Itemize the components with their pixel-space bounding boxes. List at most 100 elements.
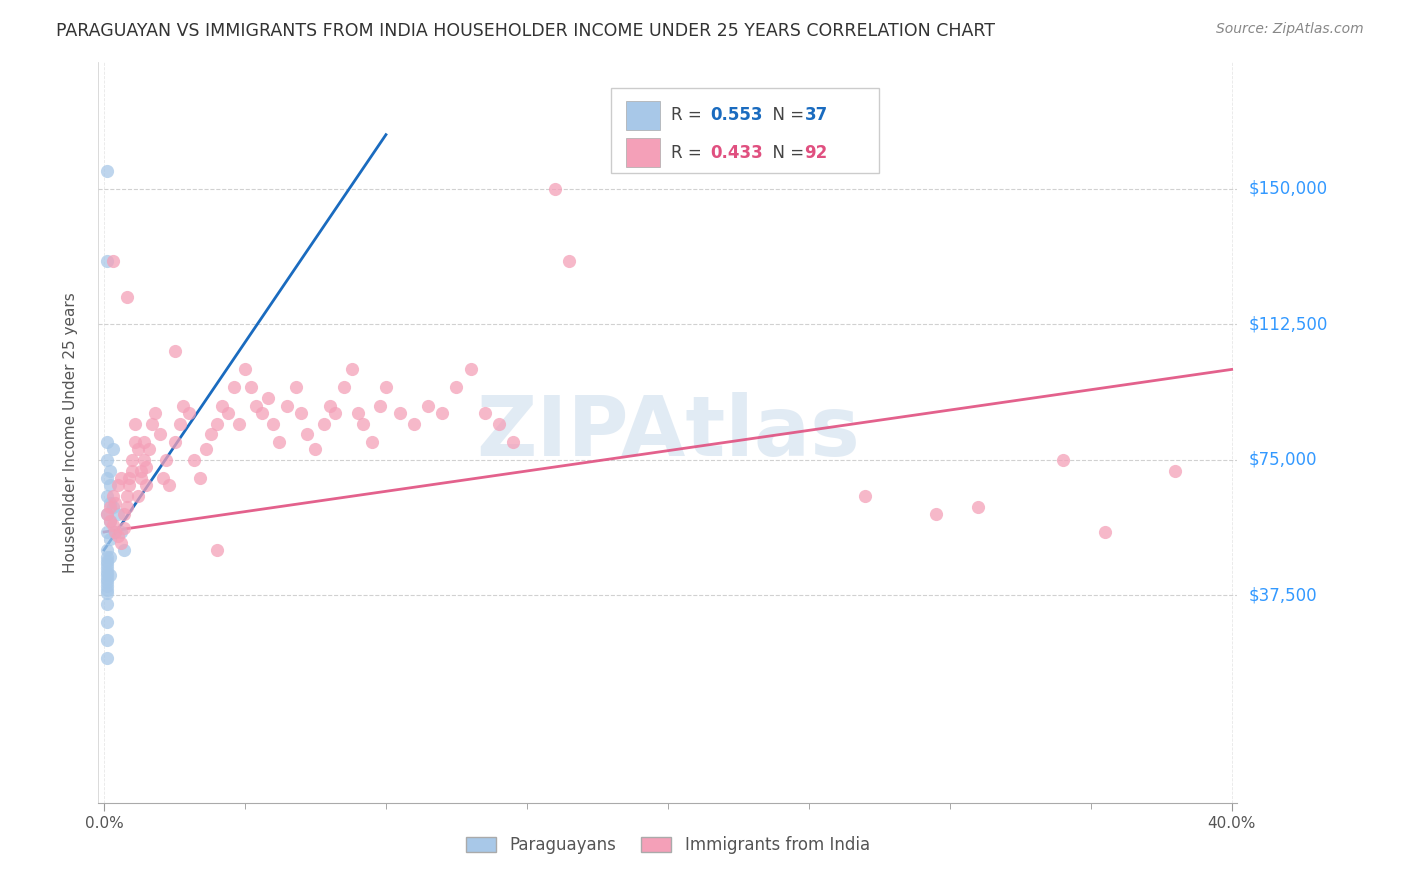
Point bbox=[163, 344, 186, 359]
Point bbox=[96, 568, 118, 582]
Point bbox=[112, 543, 135, 558]
Text: $75,000: $75,000 bbox=[1249, 450, 1317, 468]
Point bbox=[1164, 464, 1187, 478]
Point bbox=[107, 507, 129, 521]
Point bbox=[200, 427, 222, 442]
Point bbox=[138, 442, 160, 456]
Point bbox=[115, 500, 138, 514]
Point bbox=[96, 434, 118, 449]
Point bbox=[389, 406, 412, 420]
Point bbox=[340, 362, 363, 376]
Point bbox=[194, 442, 217, 456]
Text: 92: 92 bbox=[804, 144, 828, 161]
Point bbox=[96, 550, 118, 565]
Point bbox=[104, 524, 127, 539]
Point bbox=[96, 633, 118, 648]
Point bbox=[284, 380, 307, 394]
Point bbox=[169, 417, 191, 431]
Point bbox=[98, 514, 121, 528]
Point bbox=[124, 417, 146, 431]
Point bbox=[96, 579, 118, 593]
Text: 37: 37 bbox=[804, 106, 828, 124]
Point bbox=[107, 528, 129, 542]
Point bbox=[295, 427, 318, 442]
Point bbox=[432, 406, 454, 420]
Point bbox=[488, 417, 510, 431]
Point bbox=[104, 496, 127, 510]
Point bbox=[967, 500, 990, 514]
Point bbox=[256, 392, 278, 406]
Text: N =: N = bbox=[762, 106, 810, 124]
Text: PARAGUAYAN VS IMMIGRANTS FROM INDIA HOUSEHOLDER INCOME UNDER 25 YEARS CORRELATIO: PARAGUAYAN VS IMMIGRANTS FROM INDIA HOUS… bbox=[56, 22, 995, 40]
Point bbox=[101, 442, 124, 456]
Point bbox=[141, 417, 163, 431]
Point bbox=[98, 464, 121, 478]
Point bbox=[155, 452, 177, 467]
Point bbox=[98, 500, 121, 514]
Point bbox=[96, 561, 118, 575]
Point bbox=[163, 434, 186, 449]
Point bbox=[177, 406, 200, 420]
Point bbox=[96, 507, 118, 521]
Point bbox=[262, 417, 284, 431]
Point bbox=[96, 163, 118, 178]
Point bbox=[96, 452, 118, 467]
Point bbox=[118, 471, 141, 485]
Text: $150,000: $150,000 bbox=[1249, 180, 1327, 198]
Point bbox=[96, 507, 118, 521]
Text: 0.433: 0.433 bbox=[710, 144, 762, 161]
Point bbox=[217, 406, 239, 420]
Point bbox=[318, 399, 340, 413]
Text: 0.553: 0.553 bbox=[710, 106, 762, 124]
Point bbox=[112, 521, 135, 535]
Point bbox=[127, 489, 149, 503]
Point bbox=[245, 399, 267, 413]
Point bbox=[110, 471, 132, 485]
Point bbox=[96, 597, 118, 611]
Point bbox=[112, 507, 135, 521]
Point bbox=[96, 554, 118, 568]
Point bbox=[1094, 524, 1116, 539]
Point bbox=[446, 380, 468, 394]
Point bbox=[96, 471, 118, 485]
Text: $112,500: $112,500 bbox=[1249, 315, 1327, 334]
Point bbox=[172, 399, 194, 413]
Point bbox=[132, 434, 155, 449]
Point bbox=[107, 478, 129, 492]
Point bbox=[101, 500, 124, 514]
Point bbox=[121, 464, 143, 478]
Point bbox=[544, 182, 567, 196]
FancyBboxPatch shape bbox=[626, 101, 659, 130]
Point bbox=[96, 565, 118, 579]
Point bbox=[149, 427, 172, 442]
FancyBboxPatch shape bbox=[626, 138, 659, 168]
Text: $37,500: $37,500 bbox=[1249, 586, 1317, 604]
Point bbox=[558, 254, 581, 268]
Point bbox=[346, 406, 368, 420]
Point bbox=[98, 514, 121, 528]
Point bbox=[129, 464, 152, 478]
Point bbox=[304, 442, 326, 456]
Point bbox=[98, 496, 121, 510]
Point bbox=[239, 380, 262, 394]
Point bbox=[250, 406, 273, 420]
Point bbox=[924, 507, 946, 521]
Point bbox=[98, 478, 121, 492]
Point bbox=[98, 532, 121, 546]
Y-axis label: Householder Income Under 25 years: Householder Income Under 25 years bbox=[63, 293, 77, 573]
Point bbox=[368, 399, 391, 413]
Point bbox=[502, 434, 524, 449]
Point bbox=[96, 524, 118, 539]
Point bbox=[276, 399, 298, 413]
Point bbox=[101, 254, 124, 268]
Point bbox=[132, 452, 155, 467]
Text: N =: N = bbox=[762, 144, 810, 161]
Point bbox=[1052, 452, 1074, 467]
Text: ZIPAtlas: ZIPAtlas bbox=[475, 392, 860, 473]
Point bbox=[135, 459, 157, 474]
Point bbox=[474, 406, 496, 420]
Point bbox=[205, 543, 228, 558]
Point bbox=[404, 417, 426, 431]
Point bbox=[267, 434, 290, 449]
Point bbox=[205, 417, 228, 431]
